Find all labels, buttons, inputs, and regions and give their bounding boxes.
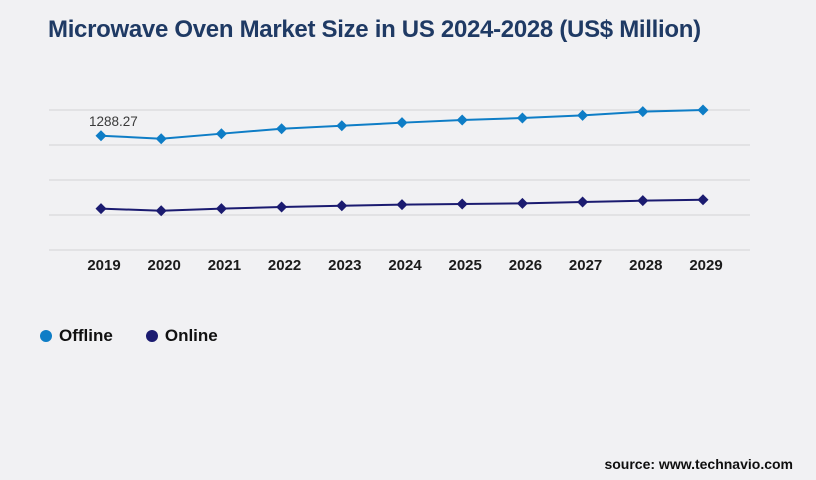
x-axis-label-2019: 2019 (87, 257, 120, 274)
x-axis-label-2026: 2026 (509, 257, 542, 274)
offline-data-point-2019 (95, 130, 107, 142)
x-axis-label-2020: 2020 (148, 257, 181, 274)
online-series-dot-icon (145, 330, 158, 342)
x-axis-label-2025: 2025 (449, 257, 482, 274)
data-point-label: 1288.27 (89, 114, 138, 129)
offline-series-dot-icon (40, 330, 52, 342)
x-axis-label-2027: 2027 (569, 257, 602, 274)
offline-data-point-2022 (276, 123, 288, 135)
online-data-point-2029 (697, 194, 709, 206)
online-data-point-2025 (456, 198, 468, 210)
source-attribution: source: www.technavio.com (604, 456, 793, 472)
legend-item-offline[interactable]: Offline (40, 326, 113, 346)
offline-data-point-2027 (577, 109, 589, 121)
chart-legend: Offline Online (40, 326, 218, 346)
x-axis-label-2022: 2022 (268, 257, 301, 274)
online-data-point-2020 (155, 205, 167, 217)
online-data-point-2027 (577, 196, 589, 208)
online-data-point-2023 (336, 200, 348, 212)
online-data-point-2021 (215, 203, 227, 215)
online-data-point-2028 (637, 195, 649, 207)
offline-data-point-2024 (396, 117, 408, 129)
legend-label-offline: Offline (59, 326, 113, 345)
offline-data-point-2026 (516, 112, 528, 124)
online-data-point-2022 (276, 201, 288, 213)
x-axis-label-2024: 2024 (388, 257, 422, 274)
online-data-point-2019 (95, 203, 107, 215)
legend-label-online: Online (164, 326, 218, 345)
offline-data-point-2023 (336, 120, 348, 132)
x-axis-label-2023: 2023 (328, 257, 361, 274)
x-axis-label-2029: 2029 (689, 257, 722, 274)
legend-item-online[interactable]: Online (145, 326, 218, 346)
offline-data-point-2025 (456, 114, 468, 126)
offline-data-point-2029 (697, 104, 709, 116)
x-axis-label-2021: 2021 (208, 257, 241, 274)
offline-data-point-2020 (155, 133, 167, 145)
offline-data-point-2021 (215, 128, 227, 140)
chart-title: Microwave Oven Market Size in US 2024-20… (48, 16, 701, 43)
offline-data-point-2028 (637, 106, 649, 118)
online-data-point-2024 (396, 199, 408, 211)
online-data-point-2026 (516, 197, 528, 209)
x-axis-label-2028: 2028 (629, 257, 662, 274)
